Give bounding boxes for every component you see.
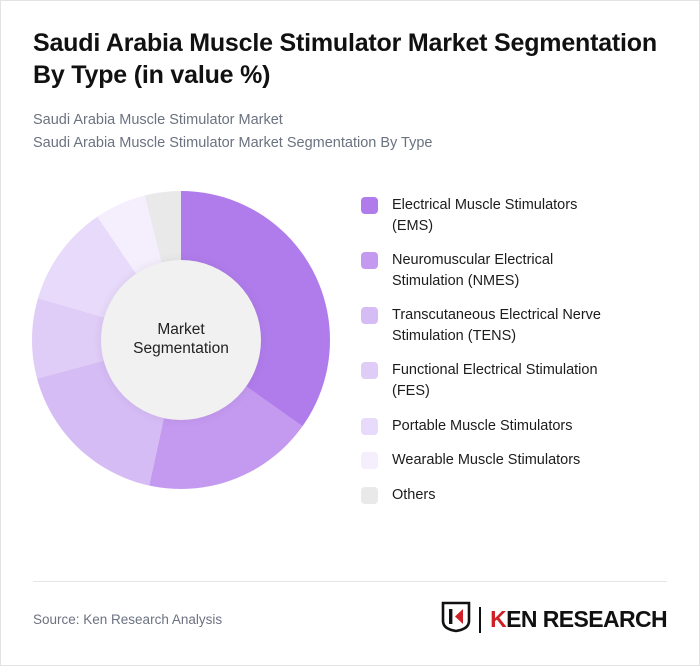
donut-center-label: Market Segmentation bbox=[133, 321, 229, 357]
legend-item-label: Others bbox=[392, 486, 436, 503]
legend-color-swatch bbox=[361, 486, 378, 504]
ken-research-shield-logo-icon bbox=[441, 601, 471, 638]
donut-center-hole: Market Segmentation bbox=[101, 260, 261, 420]
legend-color-swatch bbox=[361, 197, 378, 214]
legend-item-label: Neuromuscular Electrical Stimulation (NM… bbox=[392, 252, 554, 289]
page-title: Saudi Arabia Muscle Stimulator Market Se… bbox=[33, 29, 657, 89]
legend-item[interactable]: Transcutaneous Electrical Nerve Stimulat… bbox=[361, 305, 677, 346]
logo-wordmark-rest: EN RESEARCH bbox=[506, 606, 667, 632]
legend-color-swatch bbox=[361, 362, 378, 380]
legend-item-label: Portable Muscle Stimulators bbox=[392, 417, 573, 434]
chart-footer: Source: Ken Research Analysis KEN RESEAR… bbox=[33, 601, 668, 638]
donut-chart: Market Segmentation bbox=[32, 191, 330, 489]
donut-chart-container: Market Segmentation bbox=[1, 179, 361, 489]
subtitle-line-1: Saudi Arabia Muscle Stimulator Market bbox=[33, 112, 283, 128]
source-text: Source: Ken Research Analysis bbox=[33, 612, 223, 627]
legend-item[interactable]: Electrical Muscle Stimulators (EMS) bbox=[361, 195, 677, 236]
logo-wordmark-k: K bbox=[490, 606, 507, 632]
legend-item-label: Wearable Muscle Stimulators bbox=[392, 452, 581, 469]
legend-item[interactable]: Portable Muscle Stimulators bbox=[361, 416, 677, 437]
ken-research-logo: KEN RESEARCH bbox=[441, 601, 668, 638]
legend-item-label: Functional Electrical Stimulation (FES) bbox=[392, 362, 598, 400]
footer-divider bbox=[33, 581, 667, 582]
chart-body: Market Segmentation Electrical Muscle St… bbox=[1, 179, 699, 569]
legend-item[interactable]: Neuromuscular Electrical Stimulation (NM… bbox=[361, 250, 677, 291]
chart-legend: Electrical Muscle Stimulators (EMS) Neuro… bbox=[361, 179, 699, 519]
legend-item[interactable]: Wearable Muscle Stimulators bbox=[361, 450, 677, 471]
logo-separator-bar bbox=[479, 606, 482, 633]
legend-item[interactable]: Others bbox=[361, 485, 677, 506]
legend-item[interactable]: Functional Electrical Stimulation (FES) bbox=[361, 360, 677, 401]
legend-item-label: Electrical Muscle Stimulators (EMS) bbox=[392, 197, 578, 234]
legend-color-swatch bbox=[361, 452, 378, 470]
legend-item-label: Transcutaneous Electrical Nerve Stimulat… bbox=[392, 307, 601, 344]
legend-color-swatch bbox=[361, 252, 378, 270]
chart-header: Saudi Arabia Muscle Stimulator Market Se… bbox=[1, 1, 699, 155]
subtitle-line-2: Saudi Arabia Muscle Stimulator Market Se… bbox=[33, 135, 433, 152]
legend-color-swatch bbox=[361, 417, 378, 435]
logo-wordmark: KEN RESEARCH bbox=[490, 606, 667, 633]
legend-color-swatch bbox=[361, 307, 378, 325]
